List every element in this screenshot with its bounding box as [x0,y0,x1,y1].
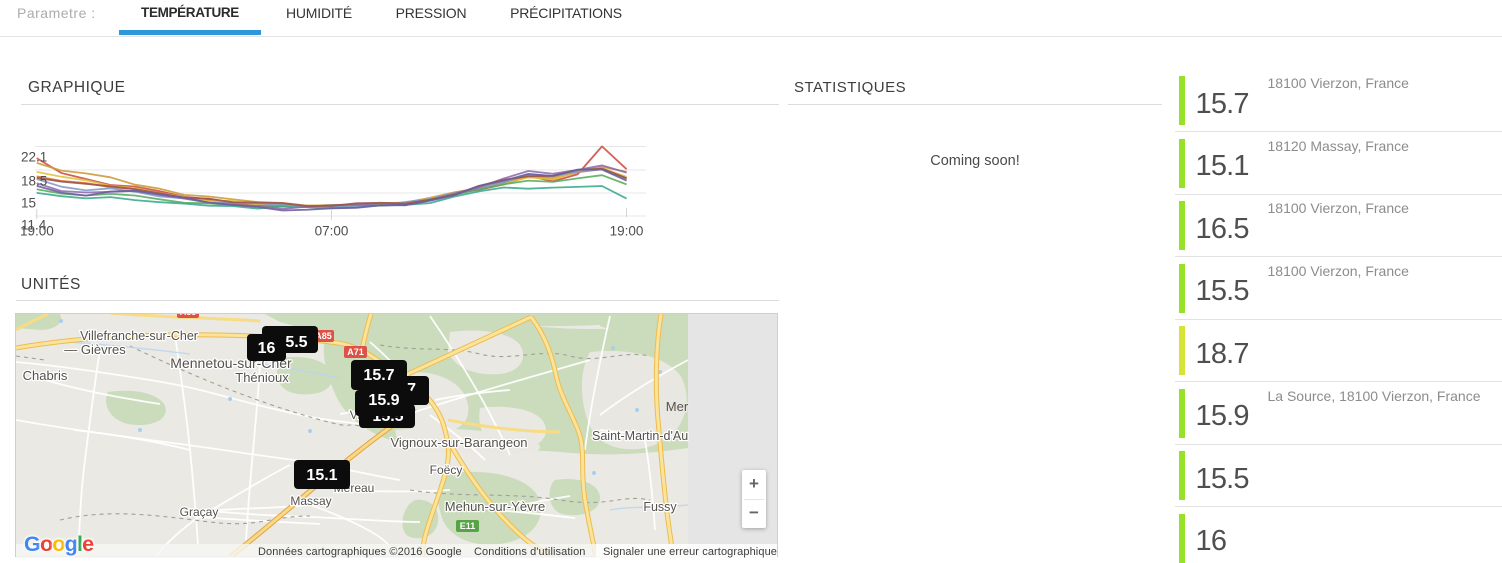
svg-text:15.7: 15.7 [363,367,394,384]
svg-text:19:00: 19:00 [20,223,54,238]
svg-text:Vignoux-sur-Barangeon: Vignoux-sur-Barangeon [390,435,527,450]
svg-text:A85: A85 [315,331,332,341]
svg-text:Thénioux: Thénioux [235,370,289,385]
svg-text:Chabris: Chabris [23,368,68,383]
svg-text:15.9: 15.9 [368,392,399,409]
svg-text:19:00: 19:00 [610,223,644,238]
svg-text:16: 16 [258,340,276,357]
svg-text:11.4: 11.4 [21,218,47,233]
svg-text:Foëcy: Foëcy [430,463,463,477]
svg-text:Mer: Mer [666,399,689,414]
svg-text:Mehun-sur-Yèvre: Mehun-sur-Yèvre [445,499,545,514]
svg-text:18.5: 18.5 [21,173,47,188]
svg-text:15.1: 15.1 [306,467,337,484]
svg-text:Villefranche-sur-Cher: Villefranche-sur-Cher [80,329,198,343]
svg-text:Massay: Massay [290,494,331,508]
svg-text:Saint-Martin-d'Au​: Saint-Martin-d'Au​ [592,429,688,443]
svg-text:E11: E11 [460,521,476,531]
svg-text:A85: A85 [180,314,197,317]
svg-text:Fussy: Fussy [643,500,677,514]
svg-text:15: 15 [21,196,36,211]
svg-text:— Gièvres: — Gièvres [64,342,126,357]
svg-text:A71: A71 [347,347,364,357]
svg-text:22.1: 22.1 [21,149,47,164]
svg-text:Graçay: Graçay [180,505,219,519]
svg-text:07:00: 07:00 [315,223,349,238]
